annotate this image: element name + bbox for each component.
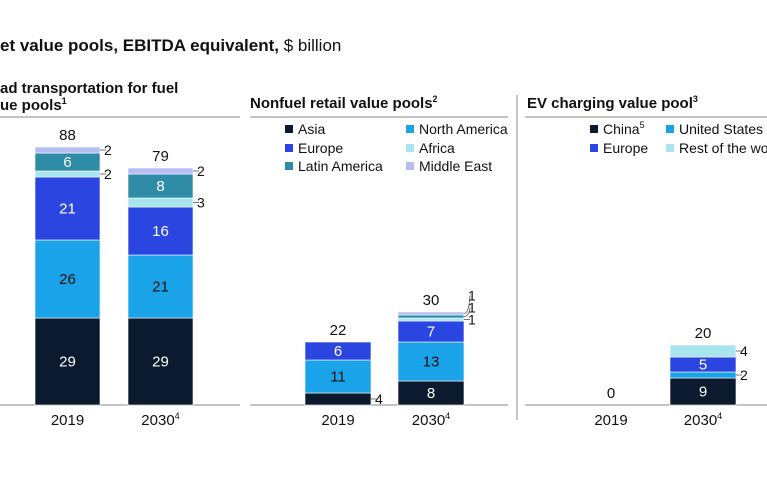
legend-label-europe: Europe xyxy=(603,140,648,156)
segment-label-outside: 2 xyxy=(104,166,112,182)
legend-label-europe: Europe xyxy=(298,140,343,156)
legend-swatch-europe xyxy=(285,144,293,152)
legend-label-africa: Africa xyxy=(419,140,455,156)
panel-title-1: ad transportation for fuel xyxy=(0,80,178,97)
bar-segment-asia xyxy=(304,392,372,406)
segment-label: 21 xyxy=(59,201,76,218)
segment-label: 29 xyxy=(152,354,169,371)
bar-segment-asia xyxy=(127,317,194,406)
bar-segment-north_america xyxy=(397,341,465,382)
legend-swatch-europe xyxy=(590,144,598,152)
segment-label: 5 xyxy=(699,357,707,374)
segment-label-outside: 1 xyxy=(468,312,476,328)
label-leader xyxy=(463,295,471,314)
segment-label: 8 xyxy=(156,178,164,195)
segment-label: 11 xyxy=(330,369,346,386)
bar-segment-africa xyxy=(397,317,465,322)
label-leader xyxy=(463,307,471,317)
panel-title-2: Nonfuel retail value pools2 xyxy=(250,94,438,112)
segment-label: 9 xyxy=(699,384,707,401)
bar-segment-latin_america xyxy=(397,314,465,319)
legend-label-asia: Asia xyxy=(298,121,325,137)
category-label: 20304 xyxy=(412,411,450,429)
segment-label: 26 xyxy=(59,271,76,288)
bar-segment-middle_east xyxy=(127,167,194,175)
category-label: 2019 xyxy=(51,412,84,429)
bar-total-label: 30 xyxy=(423,292,440,309)
bar-segment-north_america xyxy=(34,239,101,319)
bar-segment-middle_east xyxy=(397,311,465,316)
legend-swatch-middle_east xyxy=(406,162,414,170)
legend-swatch-latin_america xyxy=(285,162,293,170)
category-label: 20304 xyxy=(684,411,722,429)
segment-label: 8 xyxy=(427,385,435,402)
legend-label-latin_america: Latin America xyxy=(298,158,383,174)
bar-total-label: 20 xyxy=(695,325,712,342)
bar-segment-europe xyxy=(127,206,194,256)
segment-label-outside: 1 xyxy=(468,300,476,316)
bar-total-label: 88 xyxy=(59,127,76,144)
bar-total-label: 0 xyxy=(607,385,615,402)
legend-swatch-africa xyxy=(406,144,414,152)
bar-segment-asia xyxy=(669,377,737,406)
panel-title-3: EV charging value pool3 xyxy=(527,94,698,112)
segment-label-outside: 4 xyxy=(375,391,383,407)
legend-swatch-africa xyxy=(666,144,674,152)
segment-label: 13 xyxy=(423,354,440,371)
bar-segment-africa xyxy=(34,170,101,178)
legend-label-africa: Rest of the wo xyxy=(679,140,767,156)
segment-label-outside: 2 xyxy=(740,367,748,383)
segment-label: 16 xyxy=(152,223,169,240)
legend-label-north_america: North America xyxy=(419,121,508,137)
category-label: 20304 xyxy=(141,411,179,429)
chart-title-unit: $ billion xyxy=(278,36,342,55)
bar-segment-europe xyxy=(34,176,101,241)
bar-segment-north_america xyxy=(304,359,372,394)
segment-label-outside: 1 xyxy=(468,288,476,304)
legend-swatch-north_america xyxy=(666,125,674,133)
bar-segment-asia xyxy=(397,380,465,406)
bar-segment-latin_america xyxy=(127,173,194,199)
legend-swatch-north_america xyxy=(406,125,414,133)
bar-total-label: 79 xyxy=(152,148,169,165)
segment-label-outside: 2 xyxy=(104,142,112,158)
bar-segment-north_america xyxy=(127,254,194,319)
segment-label: 6 xyxy=(63,154,71,171)
chart-title: et value pools, EBITDA equivalent, $ bil… xyxy=(0,36,341,56)
bar-segment-europe xyxy=(304,341,372,361)
panel-title-1-line2: ue pools1 xyxy=(0,96,67,114)
segment-label-outside: 2 xyxy=(197,163,205,179)
bar-segment-africa xyxy=(127,197,194,208)
bar-segment-africa xyxy=(669,344,737,358)
segment-label: 21 xyxy=(152,279,169,296)
legend-label-middle_east: Middle East xyxy=(419,158,492,174)
segment-label: 6 xyxy=(334,343,342,360)
segment-label: 29 xyxy=(59,354,76,371)
bar-total-label: 22 xyxy=(330,322,347,339)
legend-swatch-asia xyxy=(285,125,293,133)
legend-swatch-asia xyxy=(590,125,598,133)
category-label: 2019 xyxy=(321,412,354,429)
legend-label-north_america: United States xyxy=(679,121,763,137)
chart-title-main: et value pools, EBITDA equivalent, xyxy=(0,36,279,55)
legend-label-asia: China5 xyxy=(603,120,645,137)
segment-label-outside: 3 xyxy=(197,195,205,211)
segment-label: 7 xyxy=(427,324,435,341)
segment-label-outside: 4 xyxy=(740,343,748,359)
category-label: 2019 xyxy=(594,412,627,429)
bar-segment-middle_east xyxy=(34,146,101,154)
